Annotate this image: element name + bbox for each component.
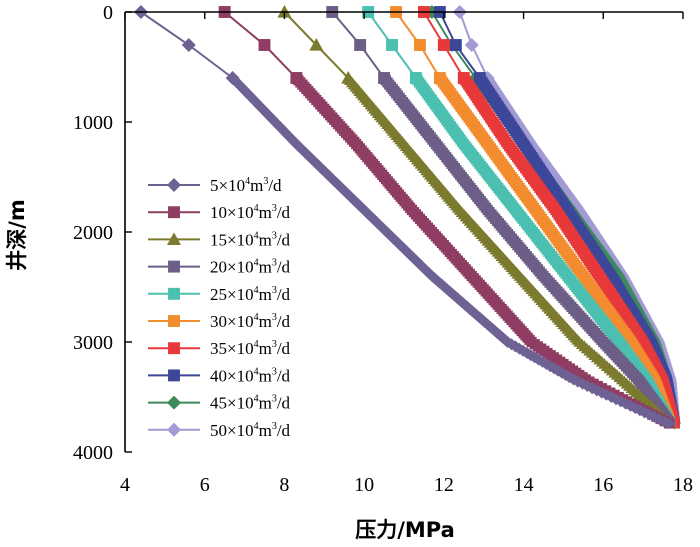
legend-label-5: 25×104m3/d <box>210 285 291 304</box>
series-5-marker-2 <box>386 39 398 51</box>
legend-swatch-marker <box>168 206 180 219</box>
x-tick-label: 6 <box>200 474 210 496</box>
legend-label-8: 40×104m3/d <box>210 366 291 385</box>
y-axis-ticks: 0 1000 2000 3000 4000 <box>73 2 132 464</box>
legend-item-1: 5×104m3/d <box>148 176 282 195</box>
series-layer <box>133 5 681 430</box>
legend-swatch-marker <box>167 395 181 410</box>
y-tick-label: 0 <box>103 2 113 24</box>
series-8-marker-2 <box>449 39 462 51</box>
legend-swatch-marker <box>167 178 181 192</box>
series-10-marker-2 <box>464 38 479 52</box>
x-tick-label: 12 <box>434 474 454 496</box>
y-tick-label: 1000 <box>73 112 113 134</box>
legend-swatch-marker <box>168 260 180 273</box>
series-7-dense-markers <box>460 75 680 429</box>
y-axis-title: 井深/m <box>5 199 29 271</box>
series-4 <box>326 6 676 429</box>
series-2-marker-2 <box>258 39 271 51</box>
legend-item-10: 50×104m3/d <box>148 421 291 440</box>
series-6-marker-2 <box>413 39 426 51</box>
legend: 5×104m3/d 10×104m3/d 15×104m3/d 20×104m3/d 2… <box>148 176 291 440</box>
legend-label-10: 50×104m3/d <box>210 421 291 440</box>
series-1-dense-markers <box>228 74 675 430</box>
legend-label-4: 20×104m3/d <box>210 258 291 277</box>
legend-label-2: 10×104m3/d <box>210 203 291 222</box>
legend-item-6: 30×104m3/d <box>148 312 291 331</box>
series-3-marker-2 <box>309 38 324 51</box>
x-axis-ticks: 4 6 8 10 12 14 16 18 <box>120 12 693 496</box>
series-7 <box>417 6 680 429</box>
legend-swatch-marker <box>168 287 180 300</box>
legend-item-8: 40×104m3/d <box>148 366 291 385</box>
legend-label-1: 5×104m3/d <box>210 176 282 195</box>
series-4-dense-markers <box>380 75 676 429</box>
legend-item-2: 10×104m3/d <box>148 203 291 222</box>
axes-layer: 4 6 8 10 12 14 16 18 0 1000 2000 3000 4000 <box>73 2 693 496</box>
y-tick-label: 3000 <box>73 332 113 354</box>
legend-item-4: 20×104m3/d <box>148 258 291 277</box>
legend-item-3: 15×104m3/d <box>148 230 291 249</box>
x-tick-label: 10 <box>354 474 374 496</box>
series-1-point <box>501 336 514 348</box>
legend-swatch-marker <box>167 232 181 245</box>
series-1 <box>133 5 675 430</box>
legend-label-6: 30×104m3/d <box>210 312 291 331</box>
legend-swatch-marker <box>167 422 181 437</box>
series-1-point <box>505 338 518 351</box>
x-tick-label: 8 <box>279 474 289 496</box>
x-tick-label: 4 <box>120 474 130 496</box>
series-1-point <box>662 417 675 430</box>
legend-item-7: 35×104m3/d <box>148 339 291 358</box>
legend-swatch-marker <box>168 342 180 355</box>
legend-swatch-marker <box>168 315 180 327</box>
series-4-marker-2 <box>354 39 367 51</box>
legend-item-5: 25×104m3/d <box>148 285 291 304</box>
y-tick-label: 2000 <box>73 222 113 244</box>
y-tick-label: 4000 <box>73 442 113 464</box>
legend-label-9: 45×104m3/d <box>210 394 291 413</box>
legend-label-7: 35×104m3/d <box>210 339 291 358</box>
x-tick-label: 16 <box>593 474 613 496</box>
legend-label-3: 15×104m3/d <box>210 230 291 249</box>
x-tick-label: 18 <box>673 474 693 496</box>
legend-item-9: 45×104m3/d <box>148 394 291 413</box>
legend-swatch-marker <box>168 369 180 382</box>
series-7-marker-2 <box>437 39 450 51</box>
series-3 <box>277 5 676 429</box>
x-axis-title: 压力/MPa <box>355 518 455 542</box>
series-1-marker-2 <box>181 38 196 52</box>
x-tick-label: 14 <box>514 474 534 496</box>
